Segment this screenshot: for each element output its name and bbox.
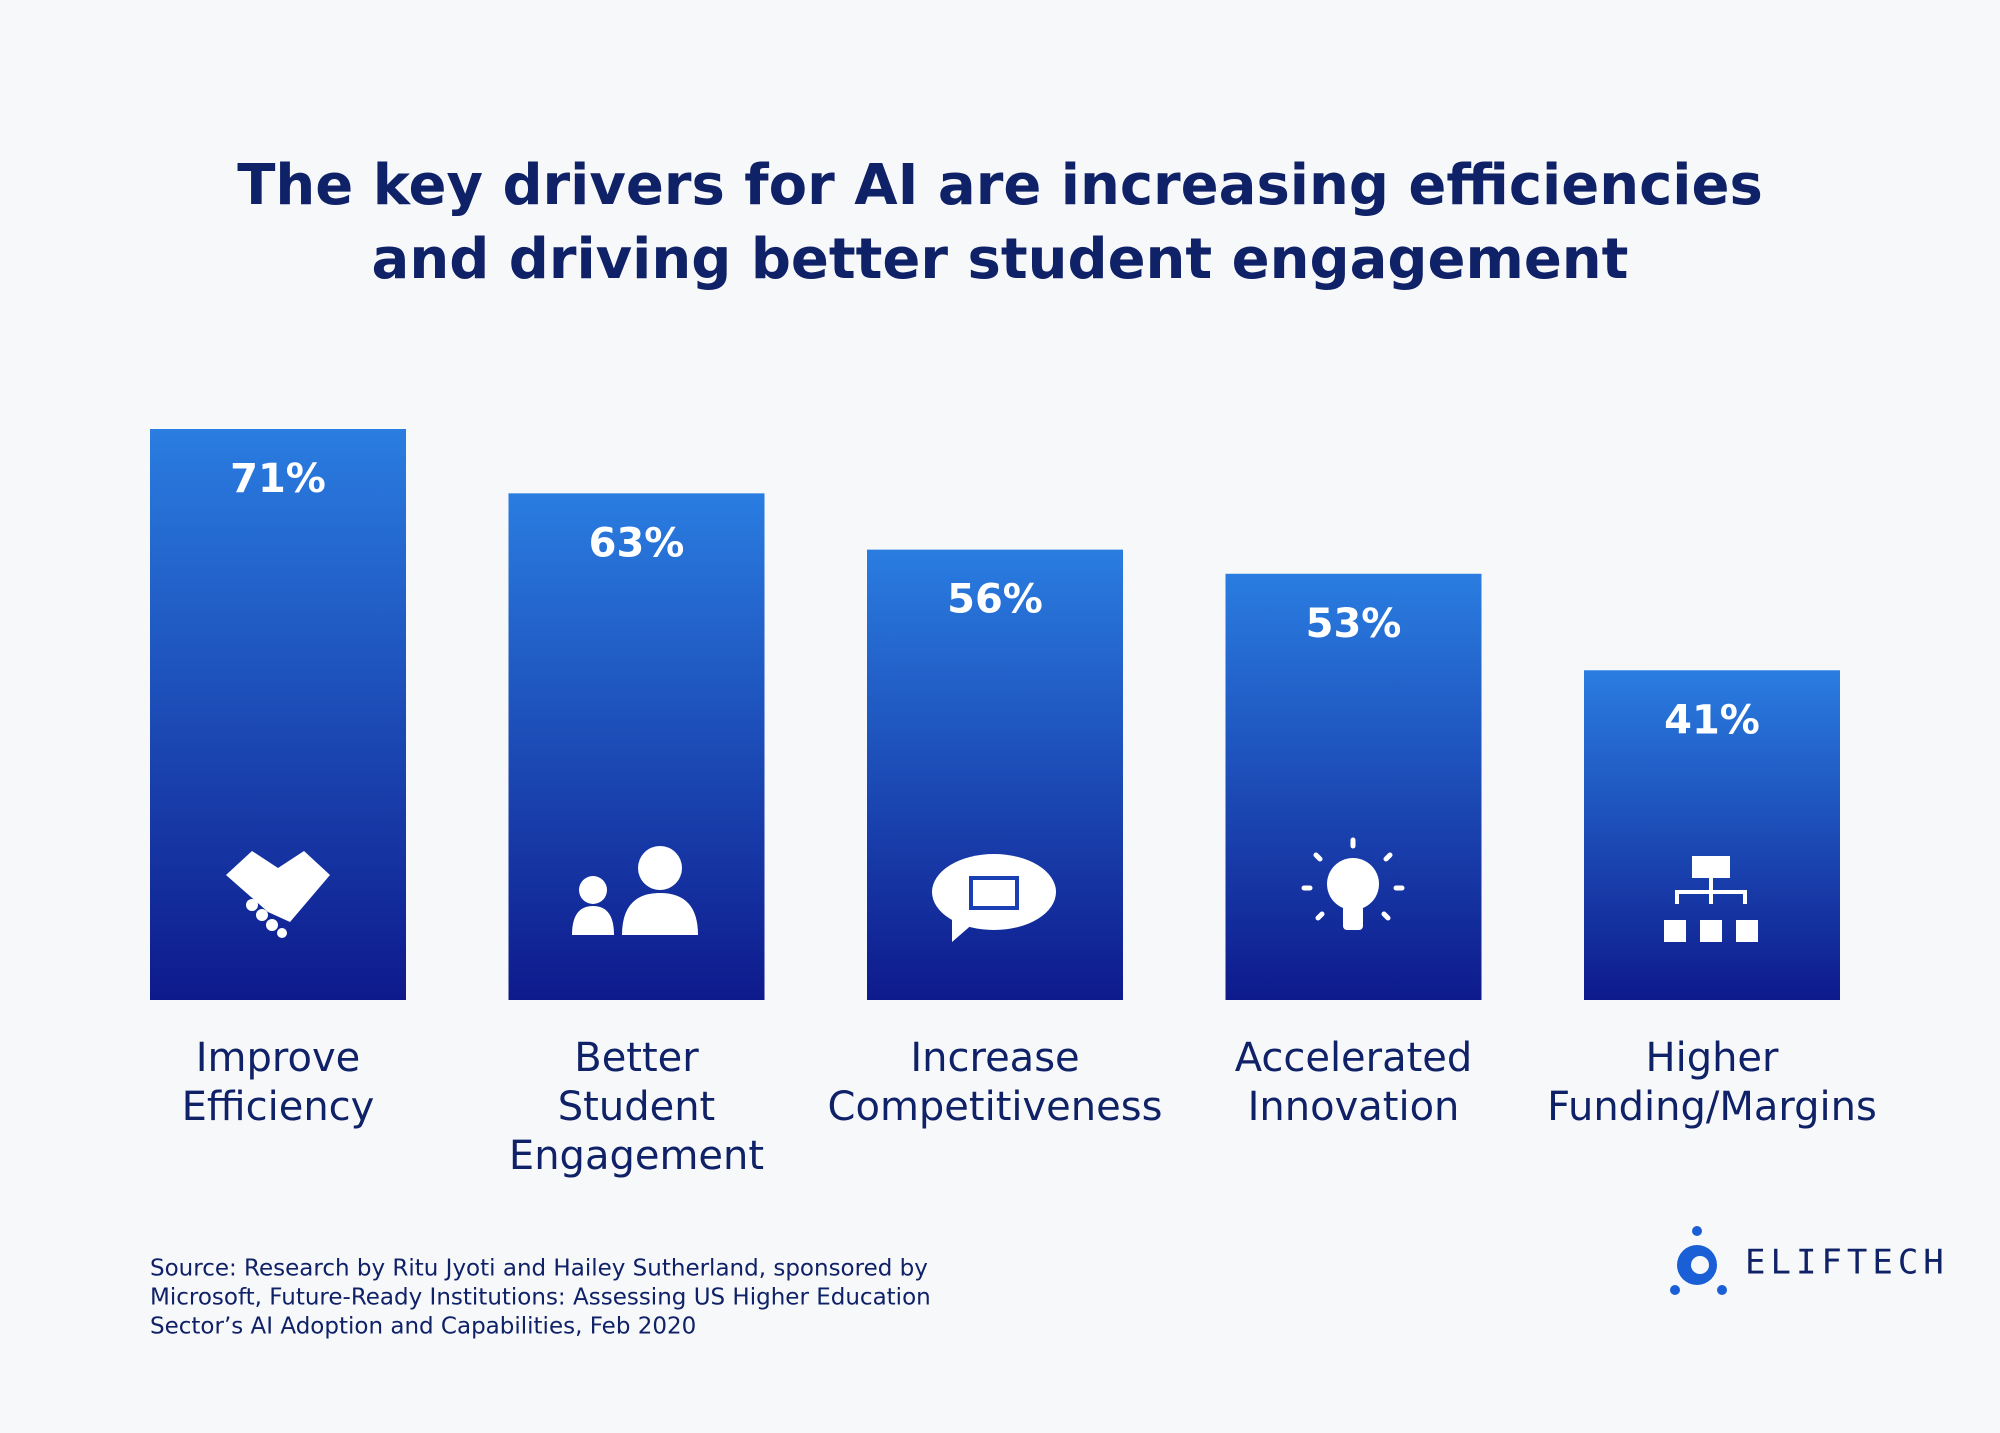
logo-icon (1670, 1226, 1727, 1295)
x-tick-label: Higher Funding/Margins (1547, 1035, 1877, 1130)
speech-icon (932, 854, 1056, 942)
bars (150, 429, 1840, 1000)
bar (1584, 670, 1840, 1000)
bulb-icon (1301, 837, 1405, 930)
value-label: 56% (947, 577, 1043, 623)
source-note: Sector’s AI Adoption and Capabilities, F… (150, 1314, 696, 1340)
org-chart-icon (1664, 856, 1758, 942)
x-tick-label: Accelerated Innovation (1235, 1035, 1473, 1130)
logo-text: ELIFTECH (1745, 1243, 1949, 1283)
source-note: Source: Research by Ritu Jyoti and Haile… (150, 1256, 928, 1282)
value-label: 41% (1664, 697, 1760, 743)
x-tick-label: Improve Efficiency (182, 1035, 375, 1130)
source-note: Microsoft, Future-Ready Institutions: As… (150, 1285, 931, 1311)
people-icon (572, 846, 698, 935)
value-label: 63% (589, 520, 685, 566)
value-label: 71% (230, 456, 326, 502)
value-label: 53% (1306, 601, 1402, 647)
x-tick-label: Better Student Engagement (509, 1035, 764, 1179)
x-tick-label: Increase Competitiveness (828, 1035, 1163, 1130)
chart-title: and driving better student engagement (372, 227, 1629, 292)
handshake-icon (226, 851, 330, 938)
icons (226, 837, 1758, 942)
chart-title: The key drivers for AI are increasing ef… (237, 153, 1763, 218)
